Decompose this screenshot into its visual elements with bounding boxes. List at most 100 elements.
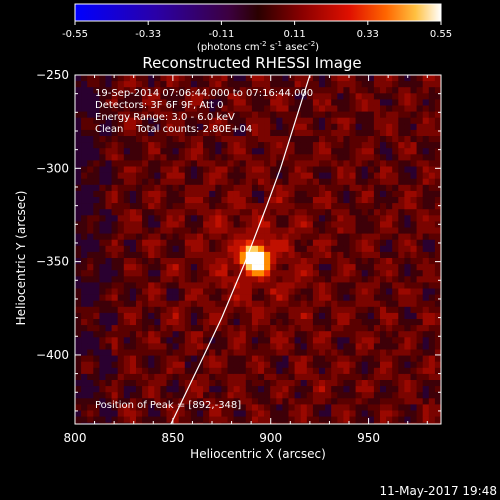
heatmap-cell xyxy=(227,142,234,149)
heatmap-cell xyxy=(319,209,326,216)
heatmap-cell xyxy=(172,184,179,192)
heatmap-cell xyxy=(123,154,131,161)
heatmap-cell xyxy=(209,105,216,112)
heatmap-cell xyxy=(294,264,301,271)
heatmap-cell xyxy=(300,148,308,155)
heatmap-cell xyxy=(392,166,399,173)
heatmap-cell xyxy=(221,123,228,131)
heatmap-cell xyxy=(337,392,344,399)
heatmap-cell xyxy=(239,319,247,326)
heatmap-cell xyxy=(99,148,106,155)
heatmap-cell xyxy=(343,251,350,259)
heatmap-cell xyxy=(404,392,411,399)
heatmap-cell xyxy=(81,361,88,369)
heatmap-cell xyxy=(117,294,125,301)
heatmap-cell xyxy=(276,111,283,118)
heatmap-cell xyxy=(251,203,259,210)
heatmap-cell xyxy=(428,392,436,399)
heatmap-cell xyxy=(355,294,362,301)
heatmap-cell xyxy=(416,172,423,179)
heatmap-cell xyxy=(306,251,314,259)
heatmap-cell xyxy=(434,142,441,149)
heatmap-cell xyxy=(306,178,314,186)
heatmap-cell xyxy=(154,233,161,240)
heatmap-cell xyxy=(166,276,173,283)
heatmap-cell xyxy=(386,270,393,277)
heatmap-cell xyxy=(288,197,295,204)
heatmap-cell xyxy=(178,325,186,332)
heatmap-cell xyxy=(270,178,277,186)
heatmap-cell xyxy=(355,184,362,192)
heatmap-cell xyxy=(404,172,411,179)
heatmap-cell xyxy=(300,117,308,125)
heatmap-cell xyxy=(410,349,417,356)
heatmap-cell xyxy=(312,215,320,222)
heatmap-cell xyxy=(428,239,436,247)
heatmap-cell xyxy=(258,282,265,289)
heatmap-cell xyxy=(93,245,100,253)
heatmap-cell xyxy=(93,264,100,271)
heatmap-cell xyxy=(99,392,106,399)
heatmap-cell xyxy=(215,93,222,100)
heatmap-cell xyxy=(264,233,271,240)
heatmap-cell xyxy=(87,209,94,216)
heatmap-cell xyxy=(233,105,240,112)
heatmap-cell xyxy=(154,166,161,173)
heatmap-cell xyxy=(319,386,326,393)
heatmap-cell xyxy=(325,270,332,277)
heatmap-cell xyxy=(337,215,344,222)
heatmap-cell xyxy=(264,392,271,399)
heatmap-cell xyxy=(276,154,283,161)
heatmap-cell xyxy=(416,178,423,186)
heatmap-cell xyxy=(160,264,167,271)
heatmap-cell xyxy=(422,166,430,173)
heatmap-cell xyxy=(172,166,179,173)
heatmap-cell xyxy=(325,197,332,204)
heatmap-cell xyxy=(166,154,173,161)
heatmap-cell xyxy=(239,99,247,106)
heatmap-cell xyxy=(81,184,88,192)
heatmap-cell xyxy=(209,111,216,118)
heatmap-cell xyxy=(428,331,436,338)
heatmap-cell xyxy=(136,251,143,259)
heatmap-cell xyxy=(337,203,344,210)
heatmap-cell xyxy=(404,361,411,369)
heatmap-cell xyxy=(294,392,301,399)
heatmap-cell xyxy=(251,386,259,393)
heatmap-cell xyxy=(355,258,362,265)
heatmap-cell xyxy=(361,282,369,289)
heatmap-cell xyxy=(81,233,88,240)
heatmap-cell xyxy=(160,184,167,192)
heatmap-cell xyxy=(93,215,100,222)
heatmap-cell xyxy=(270,306,277,314)
heatmap-cell xyxy=(386,294,393,301)
heatmap-cell xyxy=(136,288,143,295)
heatmap-cell xyxy=(367,75,375,82)
heatmap-cell xyxy=(367,398,375,405)
heatmap-cell xyxy=(99,93,106,100)
heatmap-cell xyxy=(239,117,247,125)
heatmap-cell xyxy=(99,349,106,356)
heatmap-cell xyxy=(99,331,106,338)
heatmap-cell xyxy=(178,288,186,295)
heatmap-cell xyxy=(367,312,375,320)
heatmap-cell xyxy=(404,404,411,411)
heatmap-cell xyxy=(215,239,222,247)
heatmap-cell xyxy=(93,300,100,308)
heatmap-cell xyxy=(221,117,228,125)
heatmap-cell xyxy=(227,239,234,247)
heatmap-cell xyxy=(75,325,82,332)
heatmap-cell xyxy=(258,398,265,405)
heatmap-cell xyxy=(93,184,100,192)
heatmap-cell xyxy=(367,233,375,240)
heatmap-cell xyxy=(184,282,192,289)
heatmap-cell xyxy=(434,178,441,186)
heatmap-cell xyxy=(264,136,271,143)
heatmap-cell xyxy=(93,221,100,228)
heatmap-cell xyxy=(386,300,393,308)
heatmap-cell xyxy=(203,386,210,393)
heatmap-cell xyxy=(325,361,332,369)
heatmap-cell xyxy=(282,123,289,131)
heatmap-cell xyxy=(434,386,441,393)
heatmap-cell xyxy=(154,355,161,362)
